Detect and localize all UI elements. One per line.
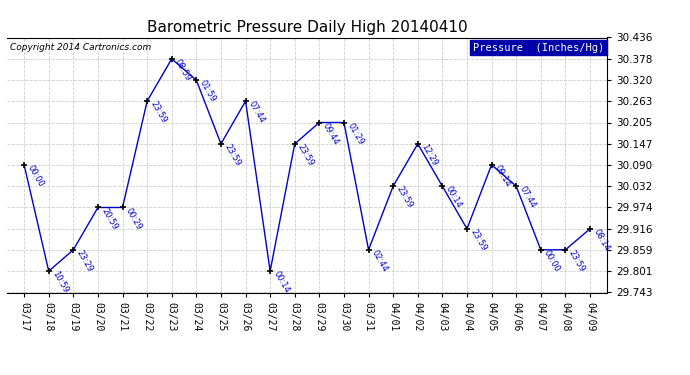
Text: 09:14: 09:14: [493, 164, 513, 189]
Text: 08:59: 08:59: [173, 57, 193, 82]
Text: 00:29: 00:29: [124, 206, 144, 231]
Text: 01:29: 01:29: [345, 121, 365, 146]
Text: 23:59: 23:59: [469, 228, 488, 253]
Text: 02:44: 02:44: [370, 248, 390, 273]
Text: 07:44: 07:44: [518, 185, 538, 210]
Text: 23:59: 23:59: [148, 100, 168, 125]
Text: 20:59: 20:59: [99, 206, 119, 231]
Text: Pressure  (Inches/Hg): Pressure (Inches/Hg): [473, 43, 604, 52]
Text: 01:59: 01:59: [198, 79, 217, 104]
Title: Barometric Pressure Daily High 20140410: Barometric Pressure Daily High 20140410: [147, 20, 467, 35]
Text: 10:59: 10:59: [50, 270, 70, 295]
Text: 09:44: 09:44: [321, 121, 340, 146]
Text: 07:44: 07:44: [247, 100, 266, 125]
Text: 00:00: 00:00: [26, 164, 45, 189]
Text: 23:29: 23:29: [75, 248, 95, 274]
Text: 00:00: 00:00: [542, 248, 562, 273]
Text: 00:14: 00:14: [272, 270, 291, 295]
Text: 08:14: 08:14: [591, 228, 611, 253]
Text: 23:59: 23:59: [296, 142, 316, 168]
Text: 12:29: 12:29: [419, 142, 439, 168]
Text: 00:14: 00:14: [444, 185, 464, 210]
Text: 23:59: 23:59: [566, 248, 586, 274]
Text: Copyright 2014 Cartronics.com: Copyright 2014 Cartronics.com: [10, 43, 151, 52]
Text: 23:59: 23:59: [222, 142, 242, 168]
Text: 23:59: 23:59: [395, 185, 414, 210]
